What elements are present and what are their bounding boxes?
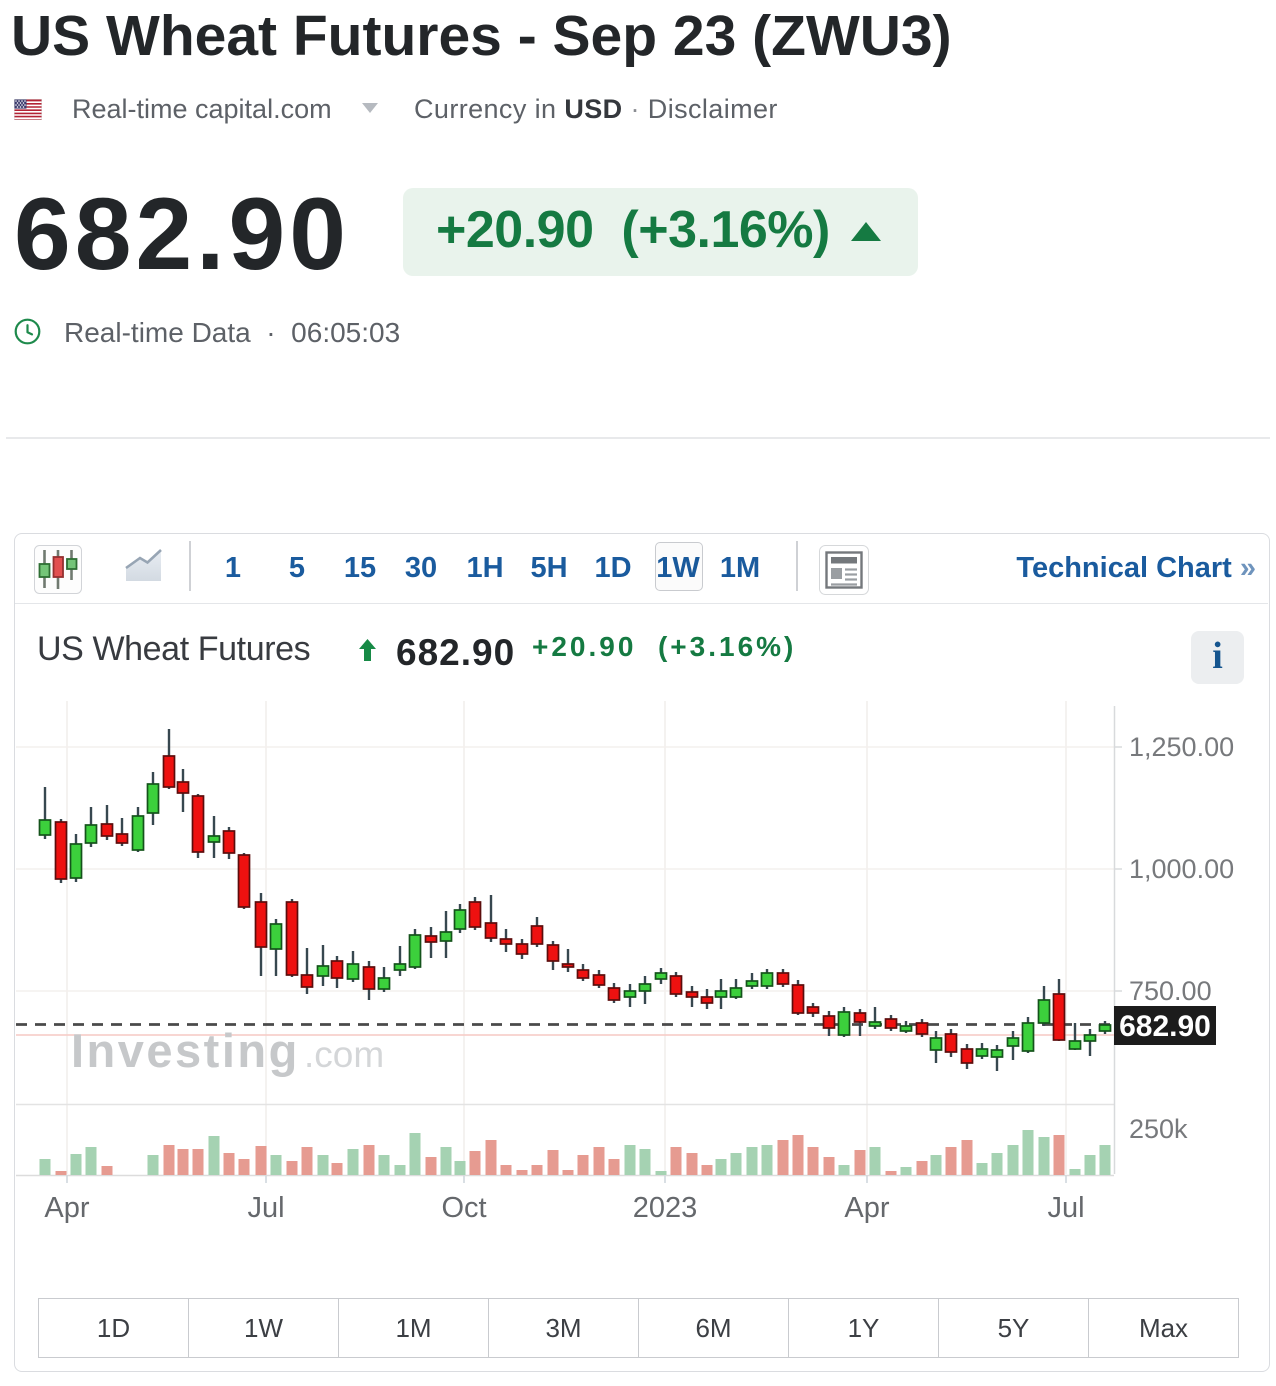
svg-text:750.00: 750.00 <box>1129 976 1212 1006</box>
svg-text:Apr: Apr <box>844 1192 889 1224</box>
svg-text:682.90: 682.90 <box>1119 1010 1211 1043</box>
svg-text:1,250.00: 1,250.00 <box>1129 732 1234 762</box>
svg-text:250k: 250k <box>1129 1114 1188 1144</box>
svg-text:Investing: Investing <box>71 1024 300 1077</box>
svg-text:Jul: Jul <box>1047 1192 1084 1224</box>
svg-text:Oct: Oct <box>441 1192 486 1224</box>
svg-text:Apr: Apr <box>44 1192 89 1224</box>
svg-text:.com: .com <box>304 1034 384 1075</box>
svg-text:2023: 2023 <box>633 1192 698 1224</box>
svg-text:1,000.00: 1,000.00 <box>1129 854 1234 884</box>
svg-text:Jul: Jul <box>247 1192 284 1224</box>
